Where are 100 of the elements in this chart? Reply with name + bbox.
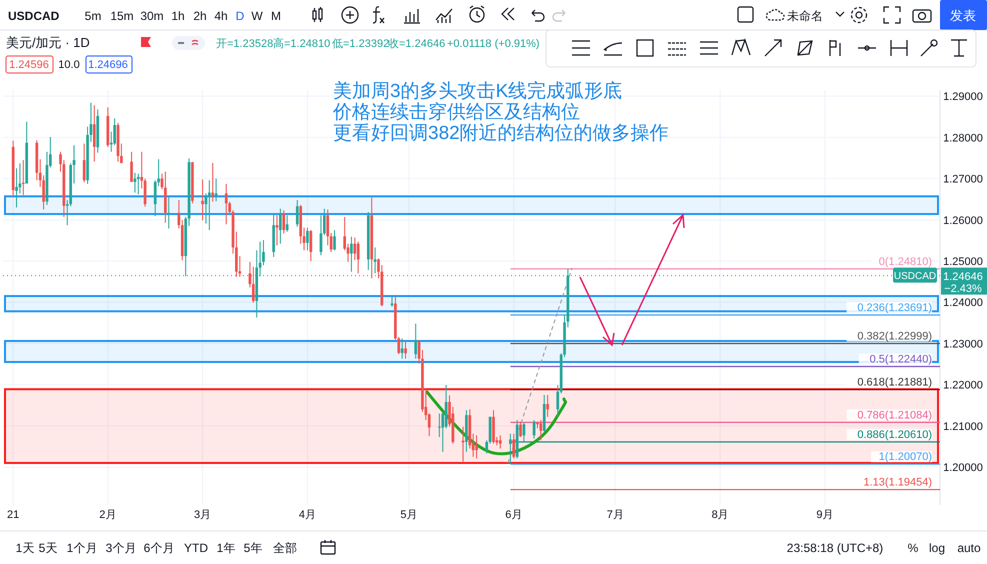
text: % bbox=[908, 541, 919, 555]
candlestick bbox=[353, 237, 356, 261]
candlestick bbox=[201, 178, 204, 221]
y-tick-label: 1.27000 bbox=[943, 174, 983, 186]
candlestick bbox=[214, 178, 218, 202]
y-tick-label: 1.21000 bbox=[943, 420, 983, 433]
text: 5m bbox=[84, 9, 102, 23]
candlestick bbox=[485, 440, 488, 454]
candlestick bbox=[211, 162, 214, 202]
candlestick bbox=[92, 104, 96, 162]
candlestick bbox=[509, 433, 512, 464]
ref-line-label: 0.886(1.20610) bbox=[857, 428, 932, 441]
candlestick bbox=[309, 230, 312, 262]
annotation: 美加周3的多头攻击K线完成弧形底 bbox=[333, 80, 622, 102]
candlestick bbox=[22, 160, 25, 196]
candlestick bbox=[350, 236, 353, 272]
y-tick-label: 1.29000 bbox=[943, 91, 983, 104]
ref-line-label: USDCAD bbox=[894, 271, 936, 282]
ref-line-label: 0.618(1.21881) bbox=[857, 376, 932, 389]
text: M bbox=[271, 9, 281, 23]
text: 1.24596 bbox=[9, 59, 49, 71]
text: 发表 bbox=[950, 8, 976, 23]
text: 收=1.24646 bbox=[388, 38, 446, 50]
candlestick bbox=[282, 210, 286, 234]
candlestick bbox=[356, 241, 360, 274]
text: 10.0 bbox=[58, 59, 80, 71]
candlestick bbox=[15, 168, 18, 208]
x-tick-label: 5月 bbox=[400, 509, 418, 521]
candlestick bbox=[519, 421, 522, 438]
text: 1.24646 bbox=[943, 271, 983, 283]
text: YTD bbox=[184, 541, 208, 555]
text: USDCAD bbox=[8, 9, 60, 23]
candlestick bbox=[539, 420, 542, 441]
text: 3个月 bbox=[106, 541, 136, 555]
x-tick-label: 4月 bbox=[298, 509, 316, 521]
candlestick bbox=[167, 196, 170, 229]
x-tick-label: 6月 bbox=[505, 509, 522, 521]
y-tick-label: 1.28000 bbox=[943, 132, 983, 144]
y-tick-label: 1.20000 bbox=[943, 462, 983, 474]
candlestick bbox=[414, 323, 418, 360]
ref-line-label: 0.786(1.21084) bbox=[857, 409, 932, 422]
y-tick-label: 1.24000 bbox=[943, 297, 983, 310]
ref-line-label: 0.382(1.22999) bbox=[857, 330, 932, 342]
text: 23:58:18 (UTC+8) bbox=[786, 541, 884, 555]
candlestick bbox=[390, 294, 394, 308]
x-tick-label: 21 bbox=[7, 509, 20, 521]
candlestick bbox=[252, 266, 255, 304]
annotation: 价格连续击穿供给区及结构位 bbox=[332, 101, 580, 123]
text: 5年 bbox=[244, 541, 262, 555]
candlestick bbox=[136, 173, 140, 195]
ref-line-label: 0.236(1.23691) bbox=[857, 302, 932, 314]
candlestick bbox=[522, 422, 526, 442]
text: 15m bbox=[110, 9, 134, 23]
x-tick-label: 3月 bbox=[194, 509, 212, 521]
ref-line-label: 1.13(1.19454) bbox=[864, 476, 932, 489]
text: 1年 bbox=[216, 541, 236, 555]
candlestick bbox=[306, 227, 309, 251]
text: 6个月 bbox=[144, 541, 174, 555]
text: 2h bbox=[193, 9, 207, 23]
y-tick-label: 1.23000 bbox=[943, 338, 983, 350]
text: 1个月 bbox=[66, 541, 98, 555]
candlestick bbox=[404, 340, 407, 360]
x-tick-label: 9月 bbox=[816, 509, 834, 521]
candlestick bbox=[400, 338, 404, 360]
text: 5天 bbox=[38, 541, 58, 555]
candlestick bbox=[276, 214, 278, 246]
candlestick bbox=[475, 434, 478, 459]
candlestick bbox=[279, 208, 282, 244]
ref-line-label: 0(1.24810) bbox=[878, 256, 932, 268]
text: W bbox=[251, 9, 264, 23]
text: 1.24696 bbox=[88, 59, 128, 71]
y-tick-label: 1.26000 bbox=[943, 214, 983, 227]
text: 1h bbox=[171, 9, 185, 23]
candlestick bbox=[296, 200, 299, 228]
candlestick bbox=[134, 172, 136, 194]
candlestick bbox=[462, 426, 464, 462]
text: 高=1.24810 bbox=[273, 37, 330, 50]
text: 低=1.23392 bbox=[332, 38, 390, 50]
text: −2.43% bbox=[944, 283, 982, 295]
candlestick bbox=[546, 394, 549, 418]
text: 开=1.23528 bbox=[216, 38, 274, 50]
ref-line-label: 0.5(1.22440) bbox=[870, 354, 932, 366]
text: auto bbox=[957, 541, 981, 555]
x-tick-label: 7月 bbox=[606, 509, 624, 521]
x-tick-label: 2月 bbox=[99, 509, 116, 521]
candlestick bbox=[333, 230, 336, 251]
text: 未命名 bbox=[787, 9, 823, 23]
annotation: 更看好回调382附近的结构位的做多操作 bbox=[333, 123, 669, 144]
x-tick-label: 8月 bbox=[712, 509, 729, 521]
ref-line-label: 1(1.20070) bbox=[878, 451, 932, 464]
text: D bbox=[236, 9, 245, 23]
candlestick bbox=[224, 183, 228, 225]
y-tick-label: 1.22000 bbox=[943, 380, 983, 392]
text: 1天 bbox=[16, 541, 34, 555]
candlestick bbox=[113, 118, 116, 146]
candlestick bbox=[130, 151, 133, 182]
text: 4h bbox=[214, 9, 228, 23]
candlestick bbox=[82, 143, 86, 183]
y-tick-label: 1.25000 bbox=[943, 256, 983, 268]
text: log bbox=[928, 541, 946, 555]
